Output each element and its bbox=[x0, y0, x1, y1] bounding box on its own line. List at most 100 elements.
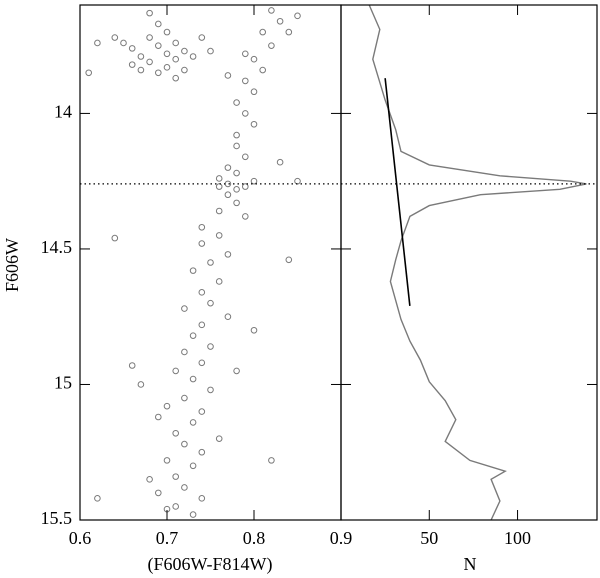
data-point bbox=[181, 484, 188, 491]
data-point bbox=[198, 495, 206, 502]
data-point bbox=[233, 142, 240, 150]
data-point bbox=[155, 42, 162, 49]
data-point bbox=[242, 77, 249, 85]
data-point bbox=[172, 473, 179, 480]
data-point bbox=[94, 39, 101, 47]
data-point bbox=[207, 259, 214, 266]
data-point bbox=[189, 462, 197, 470]
data-point bbox=[146, 476, 153, 483]
data-point bbox=[207, 299, 214, 307]
data-point bbox=[276, 158, 284, 166]
data-point bbox=[259, 28, 267, 36]
data-point bbox=[207, 343, 214, 350]
data-point bbox=[268, 42, 275, 49]
data-point bbox=[215, 175, 223, 182]
data-point bbox=[172, 55, 179, 63]
data-point bbox=[268, 7, 275, 14]
data-point bbox=[224, 72, 232, 79]
data-point bbox=[163, 402, 171, 410]
x-tick-label: 0.7 bbox=[156, 528, 179, 548]
data-point bbox=[233, 99, 240, 106]
data-point bbox=[181, 66, 188, 74]
data-point bbox=[163, 50, 171, 58]
histogram-line bbox=[368, 4, 587, 521]
data-point bbox=[111, 34, 119, 41]
data-point bbox=[189, 511, 197, 518]
data-point bbox=[198, 448, 206, 456]
data-point bbox=[242, 213, 249, 220]
data-point bbox=[163, 28, 171, 36]
data-point bbox=[224, 251, 232, 258]
plot-frame bbox=[340, 4, 598, 521]
data-point bbox=[224, 164, 232, 171]
x-tick-label: 0.6 bbox=[69, 528, 92, 548]
data-point bbox=[198, 223, 206, 231]
y-axis-label: F606W bbox=[2, 238, 22, 292]
data-point bbox=[215, 435, 223, 442]
data-point bbox=[137, 381, 145, 388]
data-point bbox=[85, 69, 92, 77]
data-point bbox=[181, 394, 188, 402]
data-point bbox=[242, 110, 249, 117]
data-point bbox=[181, 305, 188, 312]
data-point bbox=[242, 153, 249, 161]
data-point bbox=[250, 120, 258, 128]
data-point bbox=[198, 359, 206, 367]
y-tick-label: 15.5 bbox=[41, 508, 73, 528]
data-point bbox=[224, 313, 232, 321]
x-tick-label: 100 bbox=[504, 528, 531, 548]
data-point bbox=[268, 457, 275, 464]
x-tick-label: 0.8 bbox=[243, 528, 266, 548]
data-point bbox=[146, 34, 153, 41]
data-point bbox=[128, 362, 136, 369]
data-point bbox=[189, 419, 197, 426]
plot-frame bbox=[79, 4, 342, 521]
y-tick-label: 14 bbox=[54, 102, 72, 122]
data-point bbox=[224, 191, 232, 199]
data-point bbox=[163, 64, 171, 71]
data-point bbox=[128, 45, 136, 52]
data-point bbox=[137, 53, 145, 60]
data-point bbox=[128, 61, 136, 68]
data-point bbox=[242, 50, 249, 58]
data-point bbox=[172, 503, 179, 510]
data-point bbox=[215, 232, 223, 239]
data-point bbox=[198, 289, 206, 296]
data-point bbox=[233, 367, 240, 375]
data-point bbox=[207, 386, 214, 394]
data-point bbox=[189, 267, 197, 274]
data-point bbox=[207, 47, 214, 55]
fit-line bbox=[384, 78, 411, 306]
data-point bbox=[155, 20, 162, 28]
data-point bbox=[172, 367, 179, 375]
data-point bbox=[198, 408, 206, 415]
data-point bbox=[172, 39, 179, 47]
data-point bbox=[181, 440, 188, 448]
data-point bbox=[155, 69, 162, 77]
data-point bbox=[198, 321, 206, 329]
data-point bbox=[285, 256, 293, 264]
data-point bbox=[181, 348, 188, 356]
data-point bbox=[250, 177, 258, 185]
data-point bbox=[155, 489, 162, 497]
x-tick-label: 0.9 bbox=[330, 528, 353, 548]
data-point bbox=[276, 17, 284, 25]
data-point bbox=[111, 234, 119, 242]
data-point bbox=[146, 9, 153, 17]
data-point bbox=[163, 457, 171, 464]
data-point bbox=[198, 240, 206, 247]
data-point bbox=[189, 53, 197, 60]
data-point bbox=[233, 169, 240, 177]
data-point bbox=[137, 66, 145, 74]
data-point bbox=[155, 413, 162, 421]
data-point bbox=[250, 55, 258, 63]
data-point bbox=[294, 12, 301, 20]
data-point bbox=[250, 326, 258, 334]
x-axis-label: N bbox=[464, 554, 477, 574]
data-point bbox=[294, 177, 301, 185]
data-point bbox=[172, 429, 179, 437]
y-tick-label: 14.5 bbox=[41, 237, 73, 257]
data-point bbox=[215, 278, 223, 285]
data-point bbox=[94, 495, 101, 502]
